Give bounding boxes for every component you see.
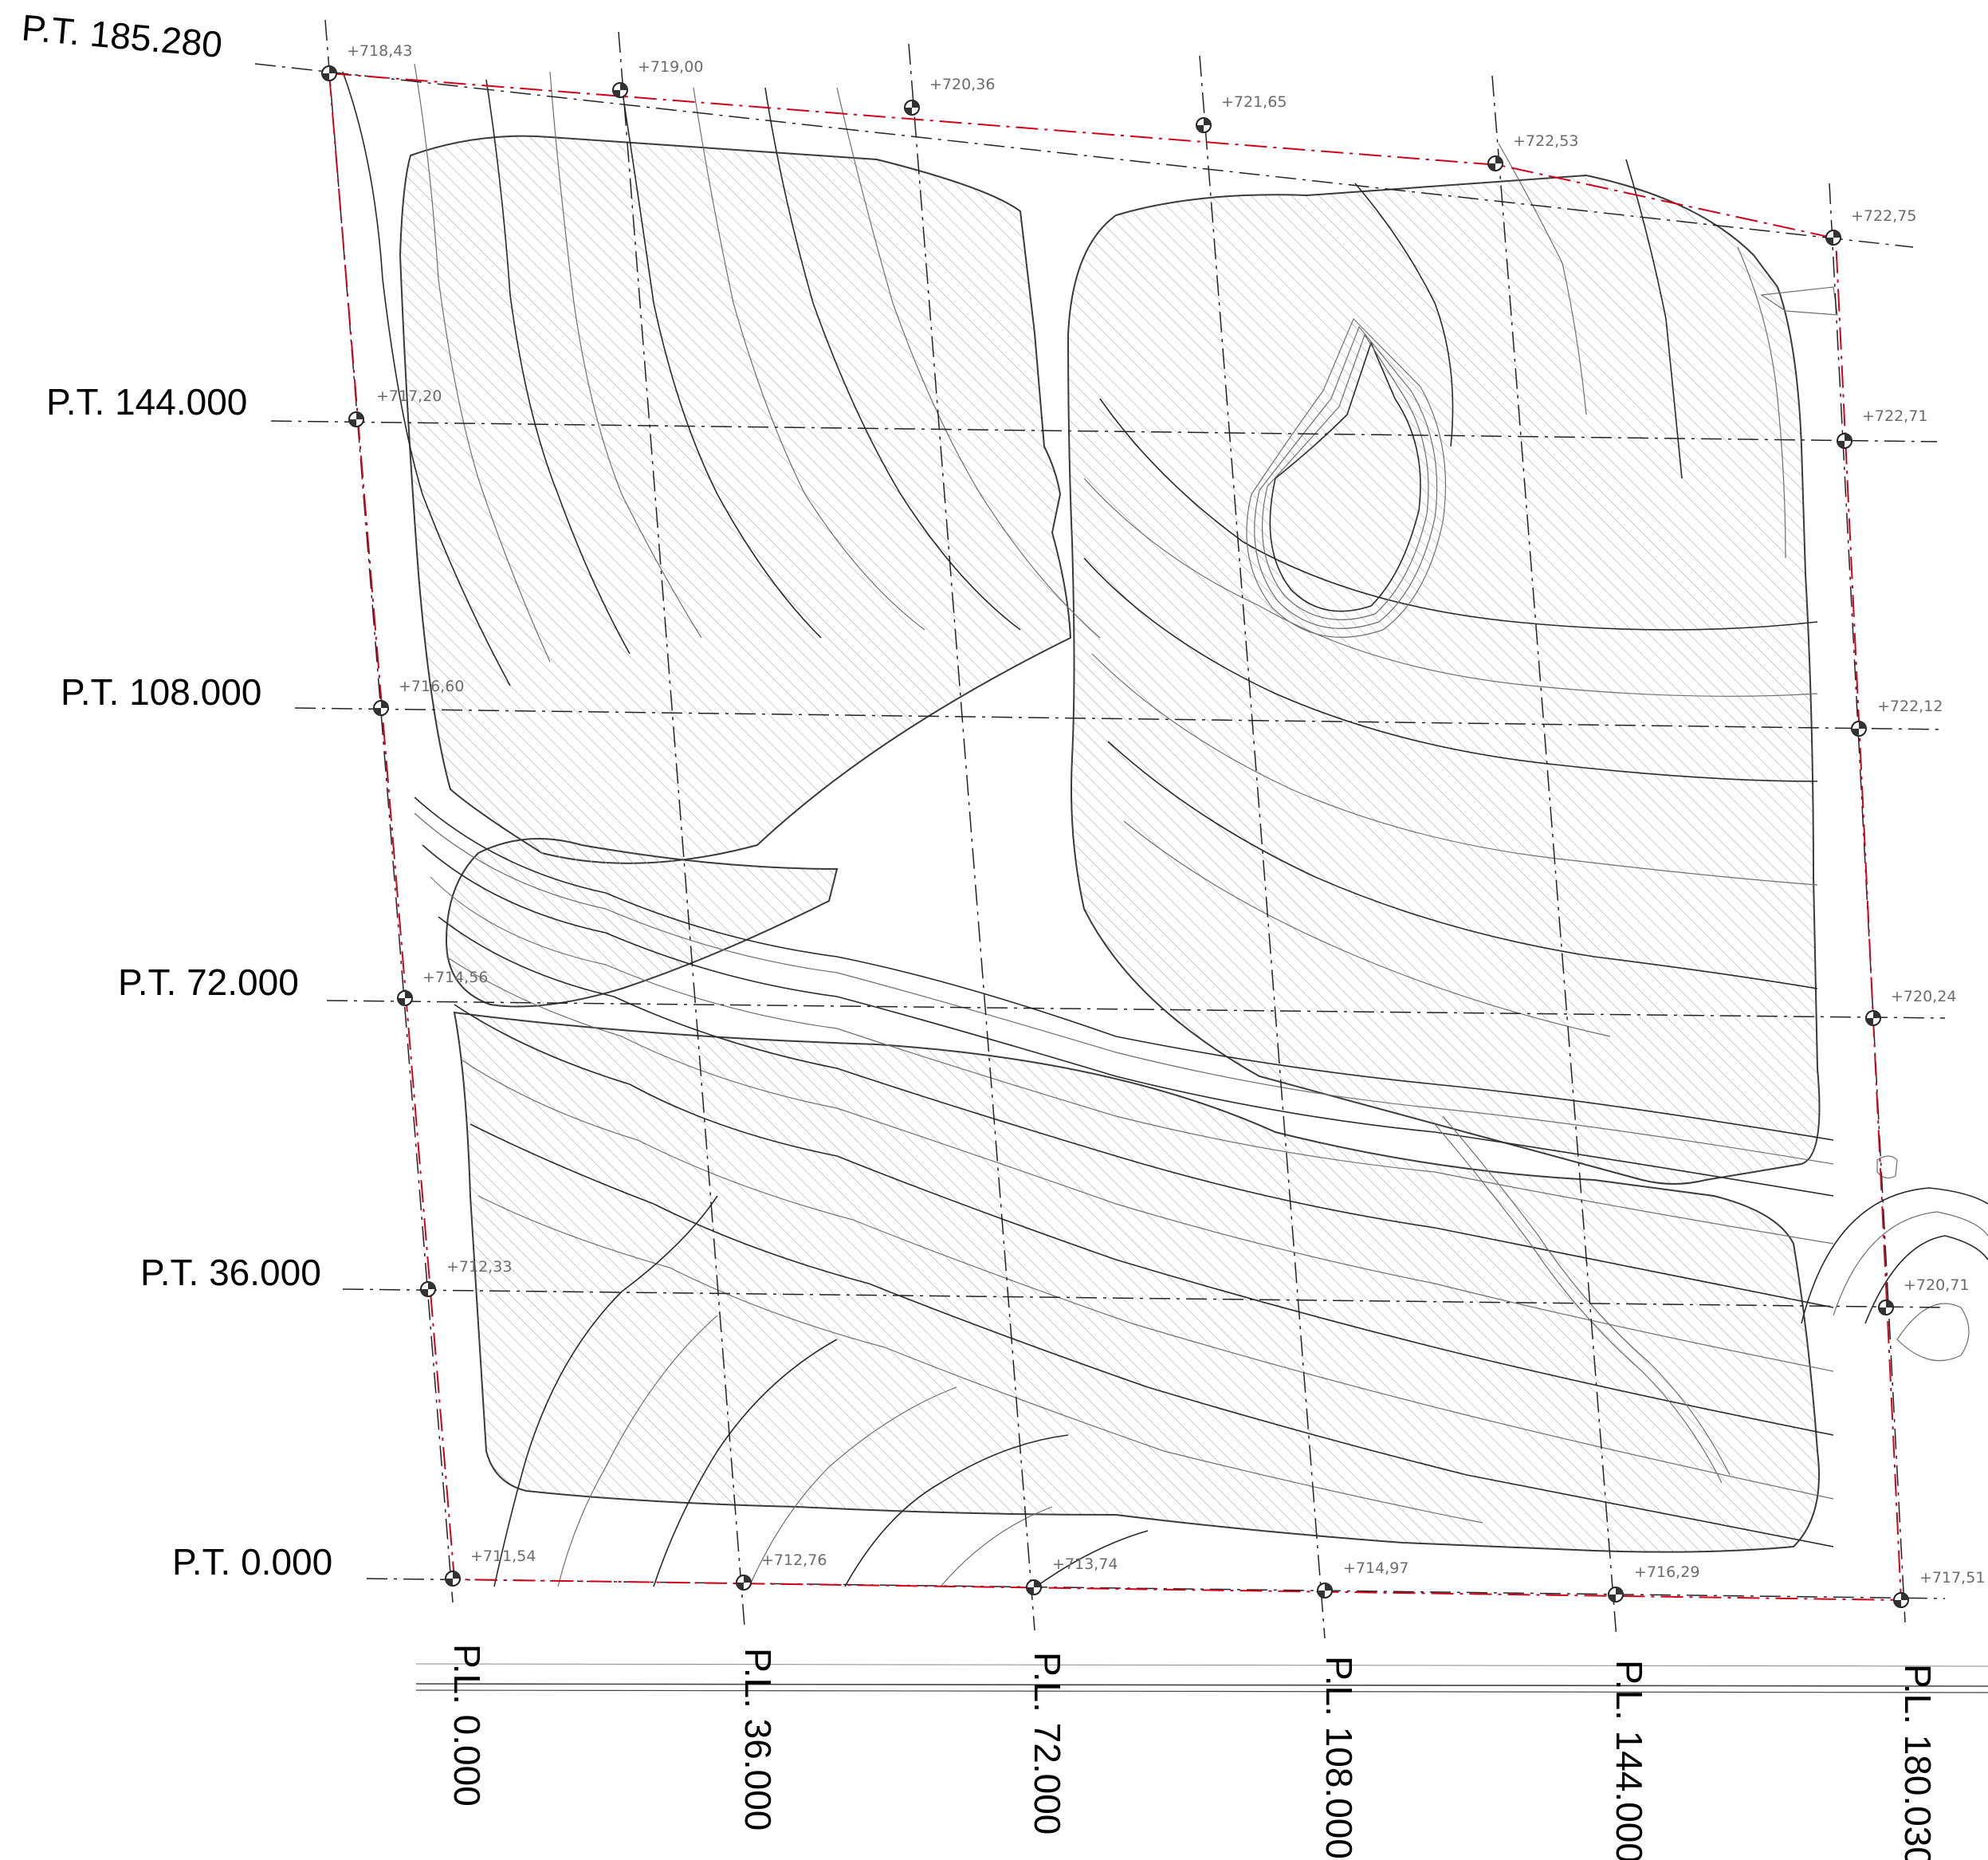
transversal-profile-labels: P.T. 185.280 P.T. 144.000 P.T. 108.000 P… — [20, 6, 332, 1583]
elevation-label: +712,33 — [446, 1258, 512, 1276]
survey-point-icon[interactable] — [612, 82, 628, 98]
survey-point-icon[interactable] — [373, 700, 389, 716]
elevation-label: +714,56 — [422, 969, 488, 986]
elevation-label: +722,12 — [1877, 698, 1943, 715]
elevation-label: +717,51 — [1919, 1569, 1985, 1587]
pl-label-0: P.L. 0.000 — [446, 1644, 488, 1807]
elevation-label: +717,20 — [376, 387, 442, 405]
survey-point-icon[interactable] — [1487, 155, 1503, 171]
elevation-label: +720,71 — [1904, 1276, 1969, 1294]
survey-point-icon[interactable] — [1196, 117, 1212, 133]
elevation-label: +719,00 — [638, 58, 703, 76]
elevation-label: +712,76 — [761, 1551, 827, 1569]
elevation-label: +718,43 — [347, 42, 412, 60]
survey-point-icon[interactable] — [1026, 1579, 1042, 1595]
survey-point-icon[interactable] — [1317, 1583, 1333, 1598]
longitudinal-profile-labels: P.L. 0.000 P.L. 36.000 P.L. 72.000 P.L. … — [446, 1644, 1939, 1860]
elevation-label: +720,24 — [1891, 988, 1956, 1005]
pl-label-144: P.L. 144.000 — [1609, 1660, 1650, 1860]
pt-label-72: P.T. 72.000 — [118, 961, 299, 1003]
zone-northeast — [1067, 174, 1821, 1185]
elevation-label: +721,65 — [1221, 93, 1287, 111]
pt-label-185: P.T. 185.280 — [20, 6, 224, 65]
elevation-label: +720,36 — [929, 76, 995, 93]
pt-label-0: P.T. 0.000 — [172, 1541, 332, 1583]
survey-point-icon[interactable] — [1893, 1592, 1909, 1608]
survey-point-icon[interactable] — [1608, 1587, 1624, 1602]
zone-southwest — [445, 838, 839, 1008]
pl-label-36: P.L. 36.000 — [737, 1648, 779, 1831]
elevation-label: +716,60 — [399, 678, 464, 695]
pt-label-108: P.T. 108.000 — [61, 671, 261, 713]
grid-lines — [254, 19, 1946, 1639]
elevation-label: +722,75 — [1851, 207, 1916, 225]
elevation-label: +713,74 — [1052, 1555, 1118, 1573]
pl-label-72: P.L. 72.000 — [1027, 1652, 1068, 1834]
elevation-label: +714,97 — [1343, 1559, 1408, 1577]
zone-northwest — [399, 135, 1072, 864]
survey-point-icon[interactable] — [1825, 230, 1841, 246]
survey-point-icon[interactable] — [1851, 721, 1867, 737]
survey-point-icon[interactable] — [420, 1281, 436, 1297]
site-boundary — [328, 72, 1903, 1602]
spot-elevations: +718,43 +719,00 +720,36 +721,65 +722,53 … — [347, 42, 1985, 1587]
survey-point-icon[interactable] — [321, 65, 337, 81]
survey-point-icon[interactable] — [904, 100, 920, 116]
pl-label-108: P.L. 108.000 — [1318, 1656, 1360, 1859]
survey-point-icon[interactable] — [736, 1575, 752, 1591]
pt-label-36: P.T. 36.000 — [140, 1252, 321, 1293]
survey-point-icon[interactable] — [348, 411, 364, 427]
survey-point-icon[interactable] — [1837, 433, 1852, 449]
elevation-label: +722,71 — [1862, 407, 1927, 425]
pt-label-144: P.T. 144.000 — [46, 381, 247, 423]
elevation-label: +716,29 — [1634, 1563, 1699, 1581]
pl-label-180: P.L. 180.030 — [1897, 1664, 1939, 1860]
survey-point-icon[interactable] — [445, 1571, 461, 1587]
elevation-label: +722,53 — [1513, 132, 1578, 150]
baseline — [415, 1663, 1988, 1693]
hatched-zones — [399, 135, 1821, 1553]
survey-point-icon[interactable] — [1865, 1010, 1881, 1026]
survey-point-icon[interactable] — [397, 990, 413, 1006]
survey-point-icon[interactable] — [1878, 1300, 1894, 1315]
elevation-label: +711,54 — [470, 1547, 536, 1565]
